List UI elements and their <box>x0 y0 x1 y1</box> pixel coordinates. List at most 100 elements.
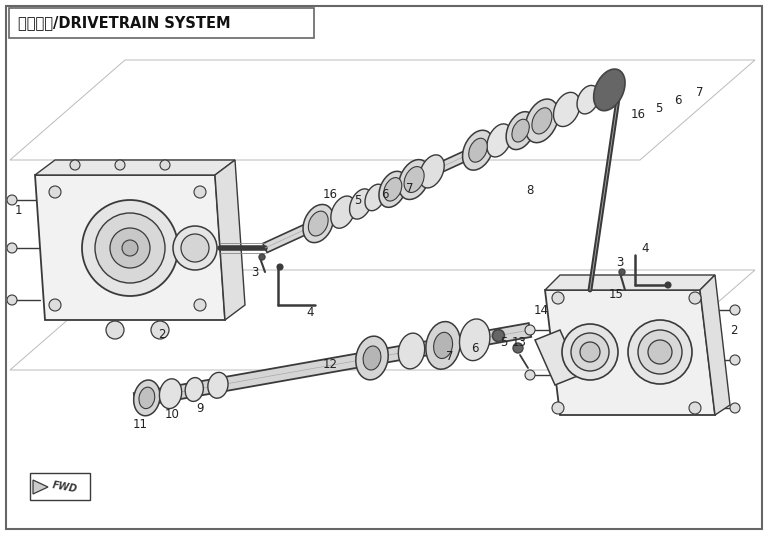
Ellipse shape <box>468 138 487 162</box>
Ellipse shape <box>577 86 599 114</box>
Circle shape <box>689 292 701 304</box>
Circle shape <box>95 213 165 283</box>
Polygon shape <box>545 290 715 415</box>
Circle shape <box>580 342 600 362</box>
Ellipse shape <box>356 336 388 380</box>
Circle shape <box>513 343 523 353</box>
Circle shape <box>173 226 217 270</box>
Text: 1: 1 <box>15 203 22 217</box>
Polygon shape <box>35 175 225 320</box>
Text: 6: 6 <box>472 341 478 355</box>
Text: 11: 11 <box>133 418 147 432</box>
Circle shape <box>49 299 61 311</box>
Ellipse shape <box>208 372 228 398</box>
Circle shape <box>194 186 206 198</box>
Text: 5: 5 <box>500 335 508 348</box>
Circle shape <box>7 295 17 305</box>
Text: 2: 2 <box>730 324 738 337</box>
Polygon shape <box>33 480 48 494</box>
Circle shape <box>730 305 740 315</box>
Circle shape <box>82 200 178 296</box>
Circle shape <box>648 340 672 364</box>
Text: FWD: FWD <box>51 480 78 494</box>
Text: 15: 15 <box>608 288 624 302</box>
Polygon shape <box>134 323 531 407</box>
Polygon shape <box>263 80 622 253</box>
Ellipse shape <box>554 93 580 127</box>
Ellipse shape <box>419 155 444 188</box>
Circle shape <box>160 160 170 170</box>
Ellipse shape <box>487 124 511 157</box>
Polygon shape <box>545 275 715 290</box>
Circle shape <box>194 299 206 311</box>
Ellipse shape <box>160 379 182 409</box>
Text: 8: 8 <box>526 184 534 196</box>
Circle shape <box>552 292 564 304</box>
Ellipse shape <box>532 108 552 134</box>
Circle shape <box>151 321 169 339</box>
Text: 5: 5 <box>655 102 663 114</box>
Circle shape <box>571 333 609 371</box>
Ellipse shape <box>399 159 429 200</box>
Ellipse shape <box>459 319 490 361</box>
Circle shape <box>628 320 692 384</box>
Ellipse shape <box>303 204 333 243</box>
Text: 3: 3 <box>616 256 624 269</box>
Circle shape <box>277 264 283 270</box>
Ellipse shape <box>139 387 155 409</box>
Circle shape <box>619 269 625 275</box>
Ellipse shape <box>404 166 424 193</box>
Text: 3: 3 <box>251 265 259 279</box>
Circle shape <box>730 403 740 413</box>
Circle shape <box>492 330 505 342</box>
Text: 6: 6 <box>674 94 682 106</box>
Ellipse shape <box>434 332 452 358</box>
Circle shape <box>689 402 701 414</box>
Circle shape <box>730 355 740 365</box>
Polygon shape <box>700 275 730 415</box>
Ellipse shape <box>134 380 160 416</box>
Ellipse shape <box>365 184 385 211</box>
Bar <box>9 8 314 38</box>
Circle shape <box>525 325 535 335</box>
Polygon shape <box>35 160 235 175</box>
Circle shape <box>638 330 682 374</box>
Text: 5: 5 <box>354 194 362 207</box>
Circle shape <box>49 186 61 198</box>
Ellipse shape <box>331 196 356 228</box>
Text: 16: 16 <box>631 109 645 121</box>
Circle shape <box>552 402 564 414</box>
Circle shape <box>115 160 125 170</box>
Text: 14: 14 <box>534 303 548 317</box>
Circle shape <box>122 240 138 256</box>
Ellipse shape <box>399 333 425 369</box>
Circle shape <box>106 321 124 339</box>
Circle shape <box>70 160 80 170</box>
Text: 4: 4 <box>306 305 314 318</box>
Text: 16: 16 <box>323 188 337 202</box>
Text: 传动系统/DRIVETRAIN SYSTEM: 传动系统/DRIVETRAIN SYSTEM <box>18 16 230 30</box>
Text: 7: 7 <box>697 86 703 98</box>
Ellipse shape <box>309 211 328 236</box>
Text: 4: 4 <box>641 241 649 255</box>
Circle shape <box>7 195 17 205</box>
Text: 7: 7 <box>406 181 414 195</box>
Ellipse shape <box>363 346 381 370</box>
Circle shape <box>110 228 150 268</box>
Ellipse shape <box>525 99 558 143</box>
Ellipse shape <box>425 322 460 369</box>
Ellipse shape <box>512 119 529 142</box>
Polygon shape <box>215 160 245 320</box>
Circle shape <box>7 243 17 253</box>
Text: 7: 7 <box>446 350 454 363</box>
Ellipse shape <box>379 171 406 208</box>
Circle shape <box>562 324 618 380</box>
Ellipse shape <box>594 69 625 111</box>
Polygon shape <box>535 330 580 385</box>
Text: 6: 6 <box>381 188 389 202</box>
Text: 12: 12 <box>323 358 337 371</box>
Ellipse shape <box>185 378 204 401</box>
Text: 10: 10 <box>164 409 180 422</box>
Ellipse shape <box>462 130 494 170</box>
Ellipse shape <box>506 112 535 150</box>
